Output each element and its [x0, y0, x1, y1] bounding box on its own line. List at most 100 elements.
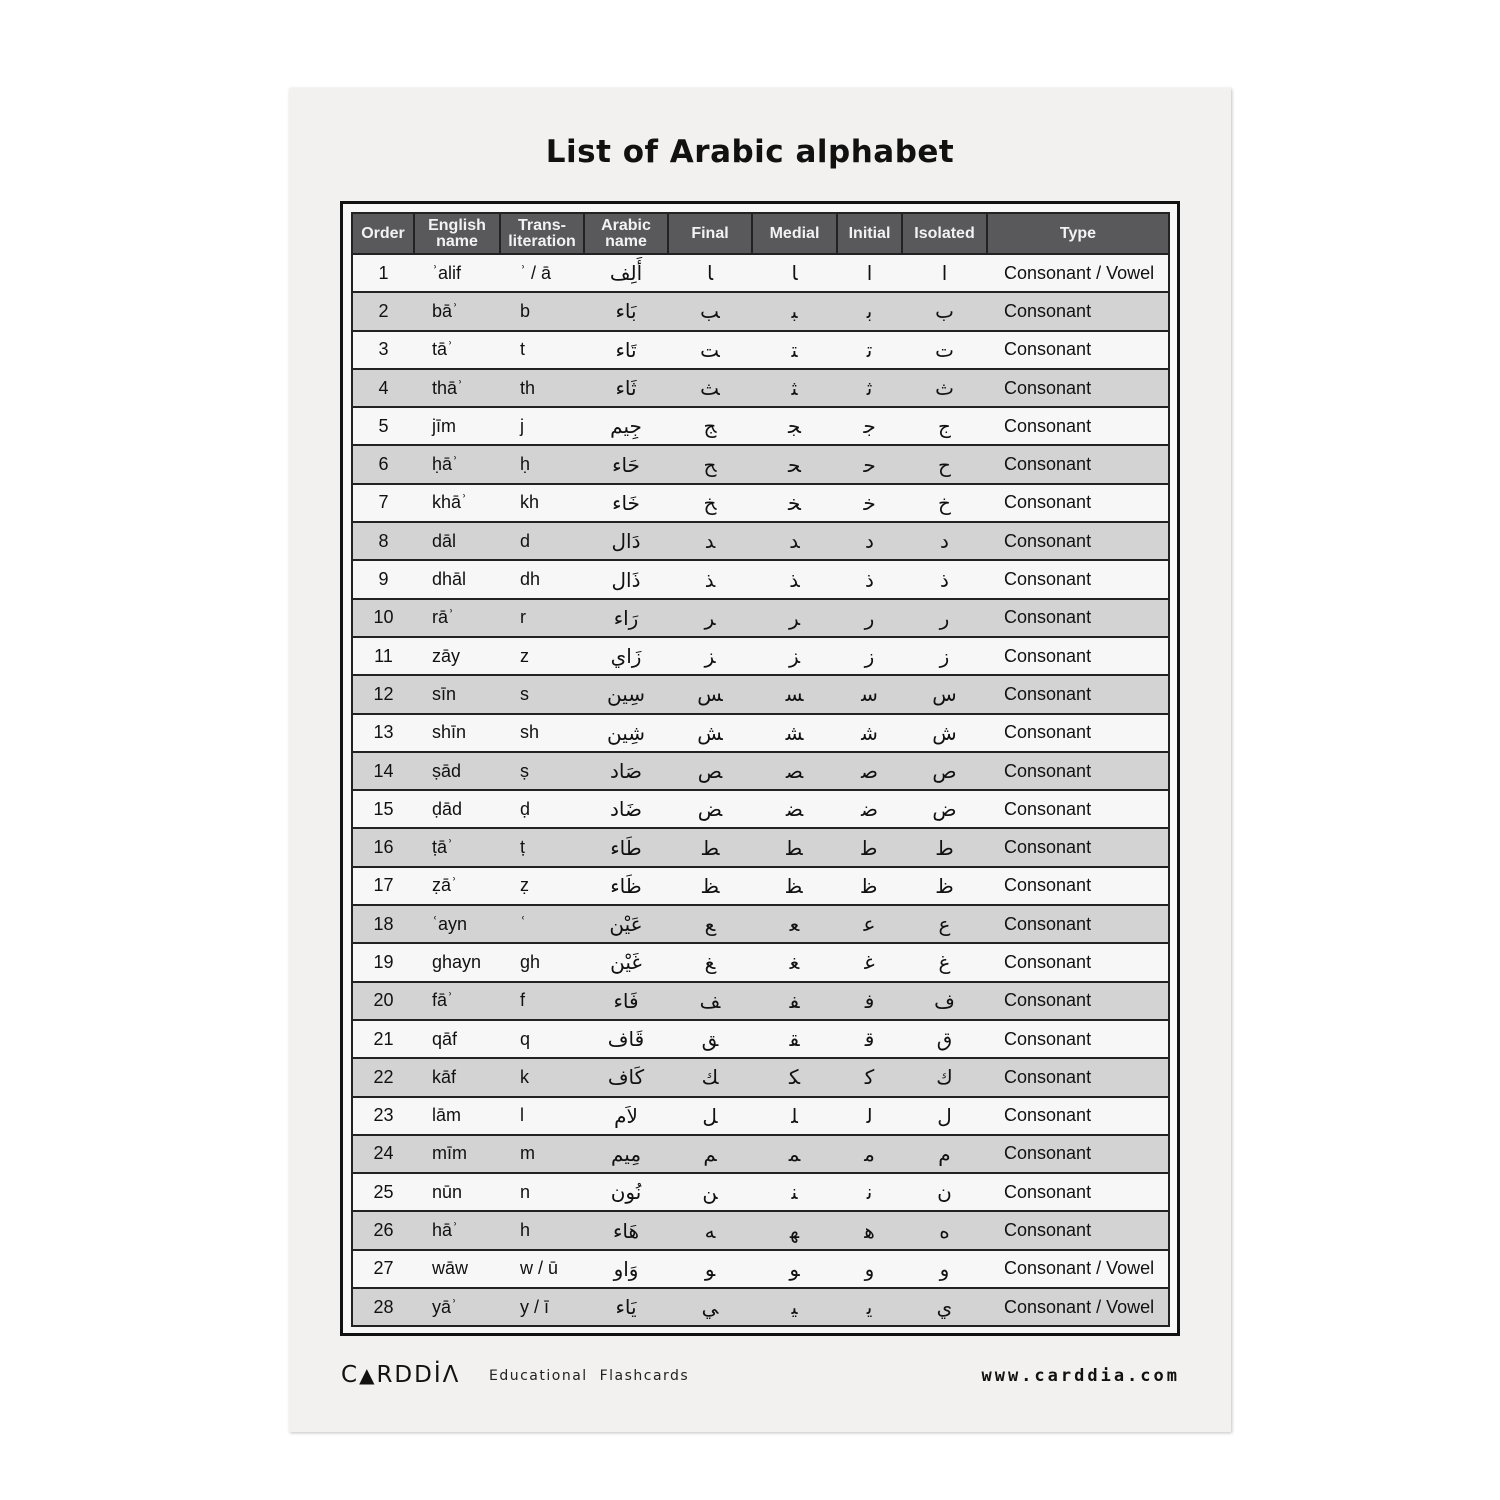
arabic-name-cell: جِيم: [584, 406, 668, 447]
medial-form-cell: ‍ي‍: [752, 1287, 837, 1328]
transliteration-cell: ṭ: [500, 827, 584, 868]
transliteration-cell: w / ū: [500, 1248, 584, 1290]
order-cell: 23: [352, 1095, 414, 1136]
transliteration-cell: k: [500, 1057, 584, 1098]
order-cell: 7: [352, 482, 414, 524]
isolated-form-cell: ج: [902, 406, 987, 447]
table-row: 28 yāʾ y / ī يَاء‍ي‍ي‍ي‍ي Consonant / Vowel: [352, 1287, 1169, 1328]
table-row: 5 jīm j جِيم‍ج‍ج‍ج‍ج Consonant: [352, 406, 1169, 447]
isolated-form-cell: ح: [902, 444, 987, 485]
transliteration-cell: kh: [500, 482, 584, 524]
medial-form-cell: ‍ق‍: [752, 1018, 837, 1060]
order-cell: 3: [352, 329, 414, 370]
order-cell: 6: [352, 444, 414, 485]
english-name-cell: ḥāʾ: [414, 444, 500, 485]
order-cell: 5: [352, 406, 414, 447]
table-row: 23 lām l لاَم‍ل‍ل‍ل‍ل Consonant: [352, 1095, 1169, 1136]
medial-form-cell: ‍غ‍: [752, 942, 837, 983]
english-name-cell: nūn: [414, 1172, 500, 1213]
english-name-cell: tāʾ: [414, 329, 500, 370]
english-name-cell: dhāl: [414, 559, 500, 600]
arabic-name-cell: قَاف: [584, 1018, 668, 1060]
isolated-form-cell: ب: [902, 291, 987, 332]
arabic-name-cell: عَيْن: [584, 904, 668, 945]
order-cell: 20: [352, 980, 414, 1021]
table-row: 2 bāʾ b بَاء‍ب‍ب‍ب‍ب Consonant: [352, 291, 1169, 332]
alphabet-table: Order English name Trans- literation Ara…: [351, 212, 1170, 1328]
transliteration-cell: m: [500, 1133, 584, 1175]
table-row: 16 ṭāʾ ṭ طَاء‍ط‍ط‍ط‍ط Consonant: [352, 827, 1169, 868]
isolated-form-cell: ز: [902, 635, 987, 677]
type-cell: Consonant / Vowel: [987, 252, 1169, 294]
type-cell: Consonant: [987, 1057, 1169, 1098]
order-cell: 18: [352, 904, 414, 945]
type-cell: Consonant: [987, 521, 1169, 562]
table-row: 15 ḍād ḍ ضَاد‍ض‍ض‍ض‍ض Consonant: [352, 789, 1169, 830]
transliteration-cell: b: [500, 291, 584, 332]
header-final: Final: [667, 212, 753, 255]
isolated-form-cell: ذ: [902, 559, 987, 600]
table-row: 26 hāʾ h هَاء‍ه‍ه‍ه‍ه Consonant: [352, 1210, 1169, 1251]
medial-form-cell: ‍ث‍: [752, 367, 837, 409]
isolated-form-cell: و: [902, 1248, 987, 1290]
final-form-cell: ‍د: [668, 521, 752, 562]
initial-form-cell: ه‍: [837, 1210, 902, 1251]
initial-form-cell: ب‍: [837, 291, 902, 332]
arabic-name-cell: هَاء: [584, 1210, 668, 1251]
english-name-cell: ghayn: [414, 942, 500, 983]
english-name-cell: jīm: [414, 406, 500, 447]
table-row: 17 ẓāʾ ẓ ظَاء‍ظ‍ظ‍ظ‍ظ Consonant: [352, 865, 1169, 907]
final-form-cell: ‍ي: [668, 1287, 752, 1328]
medial-form-cell: ‍ف‍: [752, 980, 837, 1021]
transliteration-cell: sh: [500, 712, 584, 753]
arabic-name-cell: مِيم: [584, 1133, 668, 1175]
transliteration-cell: n: [500, 1172, 584, 1213]
order-cell: 17: [352, 865, 414, 907]
medial-form-cell: ‍و: [752, 1248, 837, 1290]
isolated-form-cell: ل: [902, 1095, 987, 1136]
order-cell: 24: [352, 1133, 414, 1175]
english-name-cell: kāf: [414, 1057, 500, 1098]
initial-form-cell: ع‍: [837, 904, 902, 945]
order-cell: 27: [352, 1248, 414, 1290]
transliteration-cell: d: [500, 521, 584, 562]
table-row: 9 dhāl dh ذَال‍ذ‍ذ ذ ذ Consonant: [352, 559, 1169, 600]
order-cell: 8: [352, 521, 414, 562]
type-cell: Consonant: [987, 1095, 1169, 1136]
order-cell: 26: [352, 1210, 414, 1251]
transliteration-cell: ḥ: [500, 444, 584, 485]
table-row: 18 ʿayn ʿ عَيْن‍ع‍ع‍ع‍ع Consonant: [352, 904, 1169, 945]
medial-form-cell: ‍ا: [752, 252, 837, 294]
english-name-cell: ḍād: [414, 789, 500, 830]
order-cell: 16: [352, 827, 414, 868]
header-english-name: English name: [413, 212, 501, 255]
initial-form-cell: ص‍: [837, 750, 902, 792]
table-row: 8 dāl d دَال‍د‍د د د Consonant: [352, 521, 1169, 562]
transliteration-cell: q: [500, 1018, 584, 1060]
transliteration-cell: ʾ / ā: [500, 252, 584, 294]
table-row: 10 rāʾ r رَاء‍ر‍ر ر ر Consonant: [352, 597, 1169, 638]
table-row: 21 qāf q قَاف‍ق‍ق‍ق‍ق Consonant: [352, 1018, 1169, 1060]
isolated-form-cell: ك: [902, 1057, 987, 1098]
final-form-cell: ‍س: [668, 674, 752, 715]
final-form-cell: ‍ر: [668, 597, 752, 638]
order-cell: 21: [352, 1018, 414, 1060]
initial-form-cell: ط‍: [837, 827, 902, 868]
table-row: 12 sīn s سِين‍س‍س‍س‍س Consonant: [352, 674, 1169, 715]
page-title: List of Arabic alphabet: [545, 134, 955, 170]
initial-form-cell: ز: [837, 635, 902, 677]
header-initial: Initial: [836, 212, 903, 255]
order-cell: 4: [352, 367, 414, 409]
arabic-name-cell: غَيْن: [584, 942, 668, 983]
arabic-name-cell: أَلِف: [584, 252, 668, 294]
type-cell: Consonant: [987, 1018, 1169, 1060]
table-row: 27 wāw w / ū وَاو‍و‍و و و Consonant / Vowel: [352, 1248, 1169, 1290]
transliteration-cell: ʿ: [500, 904, 584, 945]
arabic-name-cell: ضَاد: [584, 789, 668, 830]
isolated-form-cell: ط: [902, 827, 987, 868]
transliteration-cell: r: [500, 597, 584, 638]
type-cell: Consonant: [987, 674, 1169, 715]
transliteration-cell: gh: [500, 942, 584, 983]
transliteration-cell: dh: [500, 559, 584, 600]
order-cell: 2: [352, 291, 414, 332]
